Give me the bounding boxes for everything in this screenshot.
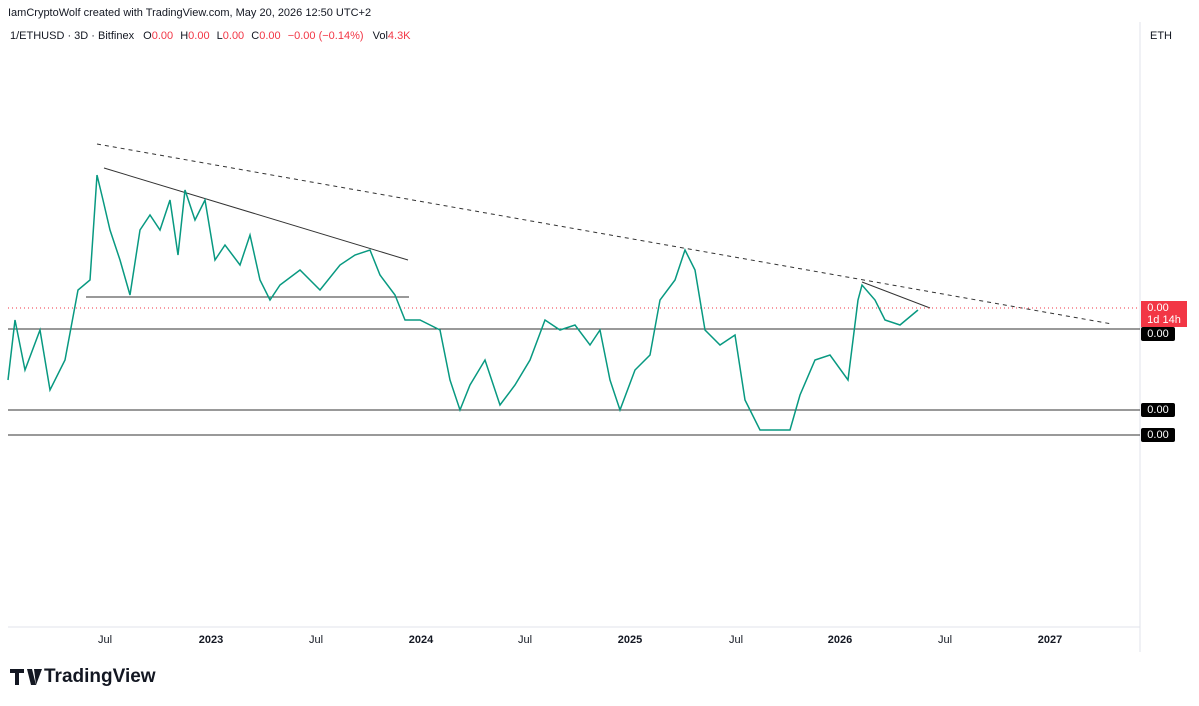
- time-label: Jul: [518, 634, 532, 646]
- level-price: 0.00: [1147, 404, 1168, 416]
- time-label: 2023: [199, 634, 223, 646]
- level-price: 0.00: [1147, 328, 1168, 340]
- time-label: Jul: [729, 634, 743, 646]
- trendline: [861, 281, 931, 309]
- level-badge: [1141, 428, 1175, 442]
- logo: TradingView: [44, 666, 156, 687]
- time-label: 2026: [828, 634, 852, 646]
- trendline: [103, 167, 409, 261]
- time-label: 2027: [1038, 634, 1062, 646]
- logo-icon: [10, 669, 42, 685]
- countdown: 1d 14h: [1147, 314, 1181, 326]
- level-badge: [1141, 403, 1175, 417]
- time-label: Jul: [938, 634, 952, 646]
- time-label: 2025: [618, 634, 642, 646]
- level-badge: [1141, 327, 1175, 341]
- legend: 1/ETHUSD · 3D · Bitfinex O0.00 H0.00 L0.…: [10, 30, 411, 42]
- price-series: [7, 174, 919, 431]
- time-label: Jul: [309, 634, 323, 646]
- scale-label: ETH: [1150, 30, 1172, 42]
- current-price-badge: [1141, 301, 1187, 327]
- time-label: Jul: [98, 634, 112, 646]
- credit: IamCryptoWolf created with TradingView.c…: [8, 7, 371, 19]
- level-price: 0.00: [1147, 429, 1168, 441]
- trendline: [96, 143, 1113, 325]
- time-label: 2024: [409, 634, 434, 646]
- current-price: 0.00: [1147, 302, 1168, 314]
